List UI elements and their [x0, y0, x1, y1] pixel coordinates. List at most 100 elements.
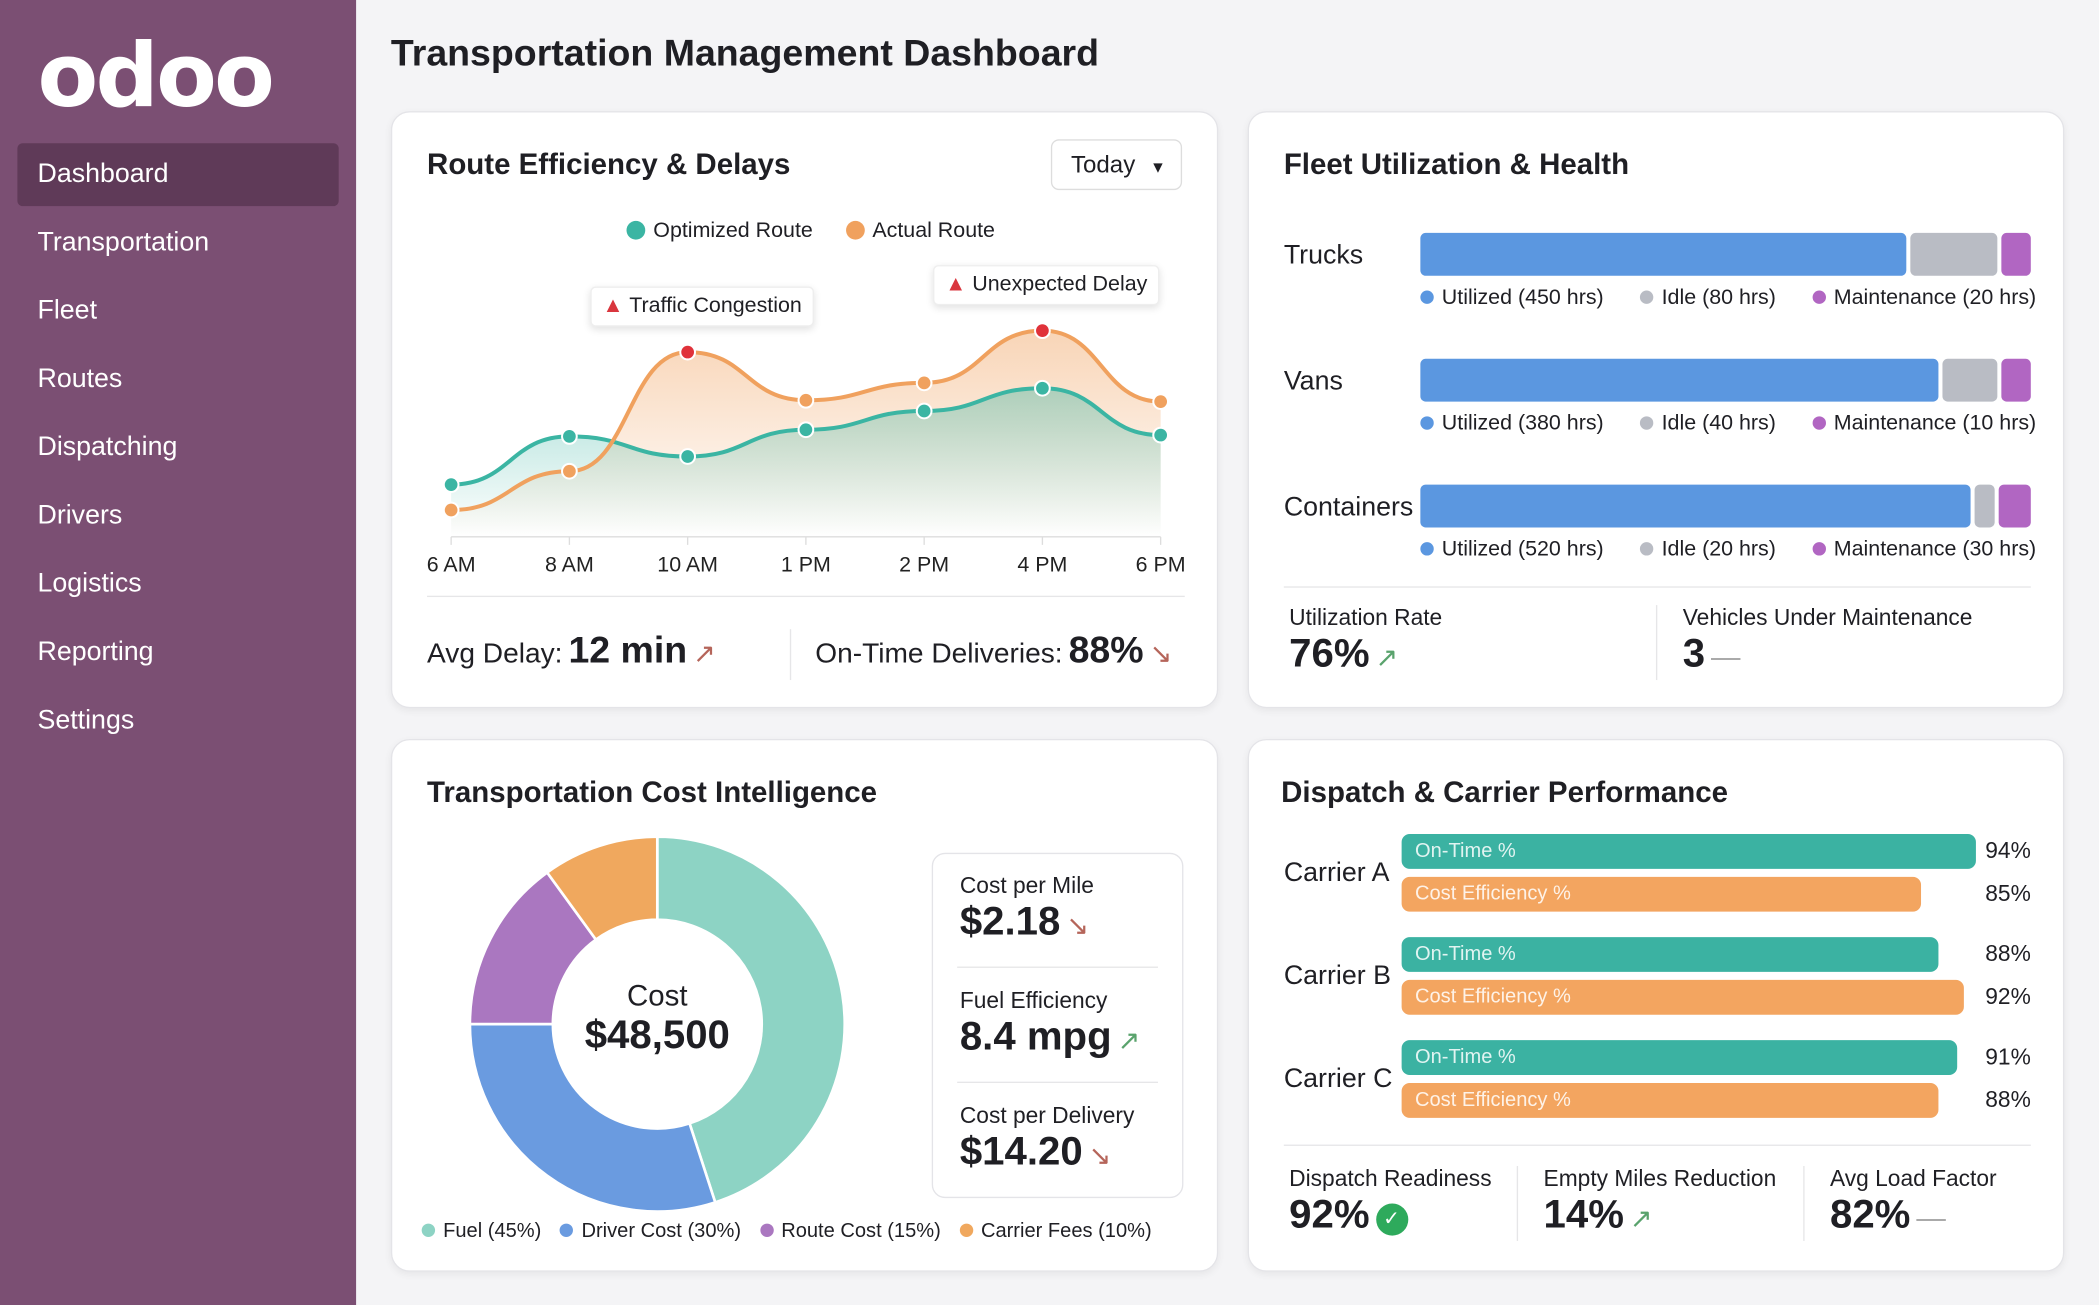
data-point[interactable]: [679, 343, 697, 361]
sidebar-item-reporting[interactable]: Reporting: [37, 637, 154, 667]
vehicle-type: Trucks: [1283, 240, 1364, 271]
cost-metric: Fuel Efficiency 8.4 mpg ↗: [960, 988, 1140, 1060]
cost-efficiency-value: 85%: [1985, 880, 2031, 907]
data-point[interactable]: [1034, 322, 1051, 340]
bar-maintenance[interactable]: [2001, 358, 2031, 402]
dispatch-readiness-kpi: Dispatch Readiness 92% ✓: [1289, 1166, 1491, 1238]
legend-item: Fuel (45%): [421, 1220, 541, 1243]
trend-down-icon: ↘: [1149, 639, 1173, 670]
legend-swatch: [626, 220, 646, 240]
callout-unexpected-delay: ▲ Unexpected Delay: [933, 265, 1160, 306]
kpi-value: 3: [1682, 631, 1706, 677]
divider: [1283, 1144, 2031, 1146]
cost-donut-chart: [468, 835, 847, 1213]
x-tick-label: 1 PM: [781, 553, 831, 577]
legend-maintenance: Maintenance (10 hrs): [1812, 412, 2036, 436]
data-point[interactable]: [797, 391, 815, 409]
donut-slice[interactable]: [545, 835, 659, 942]
legend-maintenance: Maintenance (20 hrs): [1812, 286, 2036, 310]
legend-item: Route Cost (15%): [759, 1220, 941, 1243]
page-title: Transportation Management Dashboard: [390, 32, 1100, 74]
cost-efficiency-bar[interactable]: Cost Efficiency %: [1401, 979, 1964, 1015]
donut-slice[interactable]: [655, 835, 847, 1205]
bar-idle[interactable]: [1973, 484, 1996, 528]
sidebar-item-transportation[interactable]: Transportation: [37, 227, 210, 258]
sidebar-item-drivers[interactable]: Drivers: [37, 500, 123, 531]
legend-idle: Idle (20 hrs): [1640, 538, 1776, 562]
bar-utilized[interactable]: [1420, 484, 1970, 528]
avg-delay-kpi: Avg Delay: 12 min ↗: [427, 629, 716, 672]
on-time-bar[interactable]: On-Time %: [1401, 1040, 1958, 1075]
cost-efficiency-value: 88%: [1985, 1087, 2031, 1113]
bar-utilized[interactable]: [1420, 232, 1907, 276]
data-point[interactable]: [915, 374, 933, 392]
sidebar-nav: Dashboard Transportation Fleet Routes Di…: [17, 143, 339, 757]
kpi-label: Vehicles Under Maintenance: [1682, 605, 1973, 631]
metric-label: Cost per Delivery: [959, 1103, 1135, 1129]
data-point[interactable]: [561, 428, 578, 445]
sidebar-item-logistics[interactable]: Logistics: [37, 568, 142, 599]
data-point[interactable]: [442, 501, 460, 519]
on-time-value: 88%: [1985, 941, 2031, 967]
odoo-logo[interactable]: odoo: [37, 24, 274, 128]
data-point[interactable]: [915, 402, 933, 420]
legend-utilized: Utilized (380 hrs): [1420, 412, 1604, 436]
trend-flat-icon: —: [1711, 639, 1741, 674]
legend-maintenance: Maintenance (30 hrs): [1812, 538, 2036, 562]
legend-utilized: Utilized (520 hrs): [1420, 538, 1604, 562]
metric-value: $14.20: [959, 1129, 1083, 1175]
callout-text: Unexpected Delay: [972, 273, 1148, 296]
bar-maintenance[interactable]: [1999, 484, 2031, 528]
trend-down-icon: ↘: [1088, 1141, 1112, 1172]
vehicles-maintenance-kpi: Vehicles Under Maintenance 3 —: [1683, 605, 1973, 677]
donut-slice[interactable]: [468, 1022, 717, 1213]
data-point[interactable]: [1152, 393, 1170, 410]
legend-idle: Idle (80 hrs): [1640, 286, 1776, 310]
check-circle-icon: ✓: [1375, 1203, 1408, 1236]
data-point[interactable]: [442, 476, 460, 493]
cost-metric: Cost per Delivery $14.20 ↘: [960, 1103, 1135, 1175]
x-tick-label: 6 PM: [1136, 553, 1186, 577]
card-title: Fleet Utilization & Health: [1283, 147, 1630, 181]
legend-utilized: Utilized (450 hrs): [1420, 286, 1604, 310]
on-time-bar[interactable]: On-Time %: [1401, 937, 1939, 972]
on-time-bar[interactable]: On-Time %: [1401, 834, 1976, 869]
sidebar-item-fleet[interactable]: Fleet: [37, 295, 98, 326]
dispatch-performance-card: Dispatch & Carrier Performance Carrier A…: [1247, 738, 2065, 1272]
bar-idle[interactable]: [1910, 232, 1998, 276]
sidebar-item-routes[interactable]: Routes: [37, 364, 123, 394]
cost-efficiency-bar[interactable]: Cost Efficiency %: [1401, 876, 1921, 912]
data-point[interactable]: [1152, 426, 1170, 444]
carrier-name: Carrier C: [1283, 1064, 1393, 1094]
cost-efficiency-bar[interactable]: Cost Efficiency %: [1401, 1083, 1939, 1118]
data-point[interactable]: [561, 462, 578, 480]
empty-miles-kpi: Empty Miles Reduction 14% ↗: [1544, 1166, 1777, 1238]
route-efficiency-card: Route Efficiency & Delays Today ▼ Optimi…: [390, 111, 1219, 709]
divider: [1516, 1166, 1519, 1241]
carrier-name: Carrier B: [1283, 961, 1391, 991]
data-point[interactable]: [679, 448, 697, 465]
sidebar-item-dashboard[interactable]: Dashboard: [17, 143, 339, 207]
divider: [427, 595, 1185, 598]
sidebar-item-dispatching[interactable]: Dispatching: [37, 432, 178, 462]
data-point[interactable]: [797, 421, 815, 439]
fleet-legend: Utilized (520 hrs) Idle (20 hrs) Mainten…: [1420, 538, 2036, 562]
divider: [1803, 1166, 1805, 1241]
bar-idle[interactable]: [1942, 358, 1998, 402]
legend-actual: Actual Route: [872, 219, 995, 243]
sidebar-item-settings[interactable]: Settings: [37, 705, 135, 735]
bar-maintenance[interactable]: [2001, 232, 2031, 276]
cost-metric: Cost per Mile $2.18 ↘: [960, 873, 1094, 945]
x-tick-label: 4 PM: [1017, 553, 1067, 577]
route-line-chart: 6 AM 8 AM 10 AM 1 PM 2 PM 4 PM 6 PM: [427, 322, 1186, 577]
fleet-legend: Utilized (450 hrs) Idle (80 hrs) Mainten…: [1420, 286, 2036, 310]
x-tick-label: 8 AM: [545, 553, 594, 577]
period-dropdown[interactable]: Today ▼: [1050, 139, 1183, 191]
kpi-label: Dispatch Readiness: [1289, 1166, 1492, 1192]
kpi-label: On-Time Deliveries:: [815, 638, 1063, 670]
vehicle-type: Containers: [1283, 492, 1414, 523]
donut-center: Cost $48,500: [523, 979, 791, 1059]
data-point[interactable]: [1034, 379, 1051, 397]
bar-utilized[interactable]: [1420, 358, 1939, 402]
legend-item: Driver Cost (30%): [560, 1220, 741, 1243]
